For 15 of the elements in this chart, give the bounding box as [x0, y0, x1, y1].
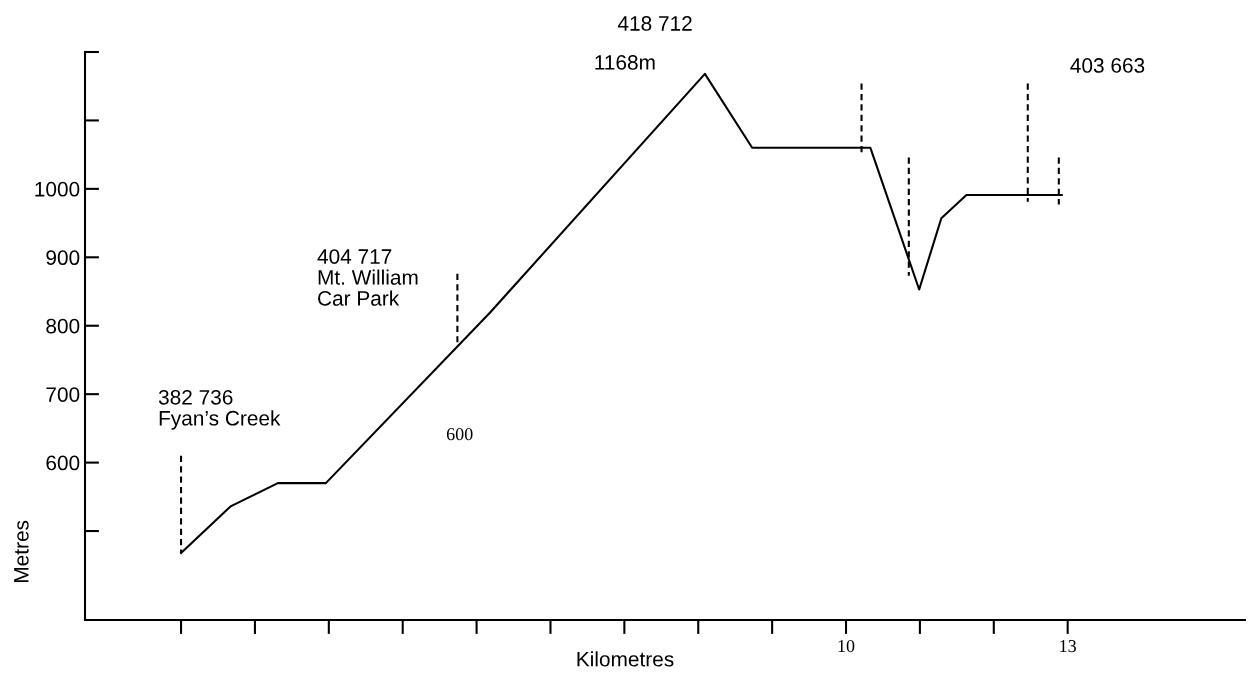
- text: 418 712: [617, 16, 692, 31]
- y-tick-label: 1000: [35, 181, 80, 197]
- y-tick-label: 700: [46, 387, 80, 402]
- y-tick-label: 900: [46, 250, 80, 266]
- annotation: 600: [446, 428, 473, 441]
- y-axis-title: Metres: [14, 520, 29, 582]
- annotation: 1168m: [595, 55, 655, 70]
- annotation: 382 736 Fyan’s Creek: [158, 389, 281, 430]
- x-tick-label: 13: [1060, 640, 1076, 653]
- x-tick-label: 10: [838, 639, 855, 653]
- annotation: 404 717 Mt. William Car Park: [317, 249, 418, 306]
- x-axis-title: Kilometres: [577, 651, 674, 667]
- y-tick-label: 800: [46, 318, 80, 334]
- annotation: 403 663: [1070, 58, 1145, 73]
- y-tick-label: 600: [46, 455, 80, 471]
